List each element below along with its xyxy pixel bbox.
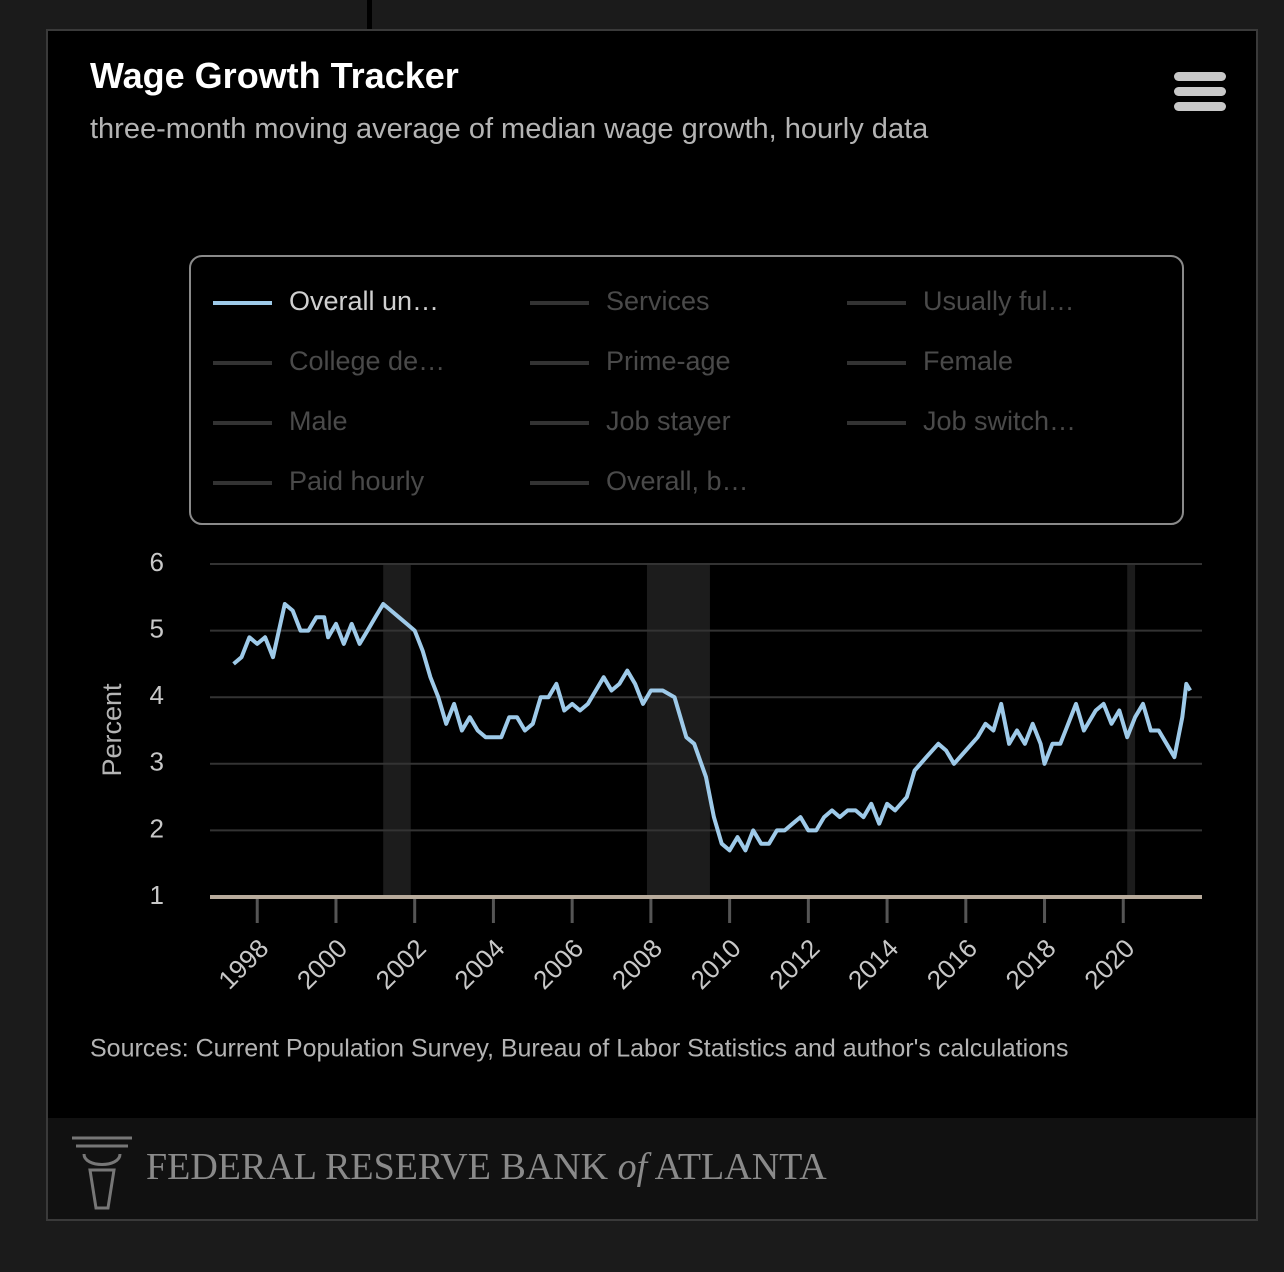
- menu-bar[interactable]: [1174, 87, 1226, 96]
- legend-label[interactable]: Paid hourly: [289, 466, 425, 496]
- y-tick-label: 5: [150, 613, 164, 643]
- legend-label[interactable]: College de…: [289, 346, 445, 376]
- legend-label[interactable]: Overall, b…: [606, 466, 749, 496]
- legend-label[interactable]: Usually ful…: [923, 286, 1075, 316]
- y-tick-label: 4: [150, 680, 164, 710]
- chart-title: Wage Growth Tracker: [90, 55, 459, 96]
- legend-label[interactable]: Services: [606, 286, 710, 316]
- legend-box: [189, 255, 1184, 525]
- menu-bar[interactable]: [1174, 72, 1226, 81]
- logo-icon: [72, 1136, 132, 1210]
- y-axis-label: Percent: [97, 683, 127, 777]
- series-line: [232, 602, 1192, 853]
- legend-label[interactable]: Male: [289, 406, 348, 436]
- y-tick-label: 6: [150, 547, 164, 577]
- menu-bar[interactable]: [1174, 102, 1226, 111]
- y-tick-label: 2: [150, 813, 164, 843]
- y-tick-label: 3: [150, 747, 164, 777]
- menu-button[interactable]: [1174, 72, 1226, 111]
- legend-label[interactable]: Prime-age: [606, 346, 731, 376]
- logo-text: ATLANTA: [655, 1146, 828, 1188]
- legend-label[interactable]: Female: [923, 346, 1013, 376]
- recession-band: [646, 564, 710, 897]
- footer-logo: FEDERAL RESERVE BANK of ATLANTA: [146, 1146, 827, 1188]
- source-note: Sources: Current Population Survey, Bure…: [90, 1035, 1068, 1063]
- edge: [367, 0, 372, 30]
- logo-text: FEDERAL RESERVE BANK: [146, 1146, 609, 1188]
- legend-label[interactable]: Job switch…: [923, 406, 1076, 436]
- legend-label[interactable]: Job stayer: [606, 406, 731, 436]
- y-tick-label: 1: [150, 880, 164, 910]
- logo-shape: [72, 1136, 132, 1210]
- chart-subtitle: three-month moving average of median wag…: [90, 113, 929, 145]
- legend-label[interactable]: Overall un…: [289, 286, 439, 316]
- logo-text: of: [618, 1146, 652, 1188]
- recession-band: [383, 564, 411, 897]
- footer-band: [48, 1118, 1256, 1219]
